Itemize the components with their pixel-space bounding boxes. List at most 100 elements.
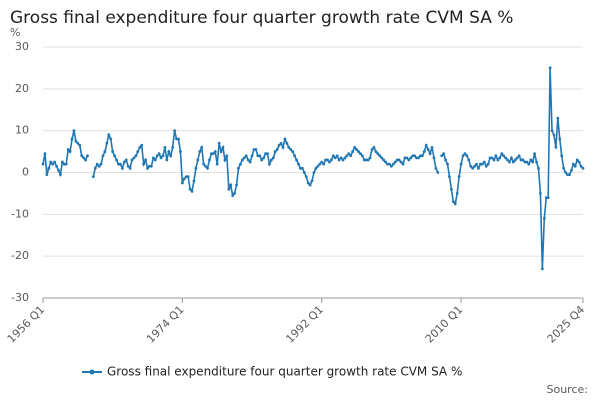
data-point: [308, 183, 312, 187]
x-tick-label: 1974 Q1: [144, 303, 187, 346]
data-point: [420, 154, 424, 158]
data-point: [552, 133, 556, 137]
data-point: [459, 162, 463, 166]
data-point: [316, 164, 320, 168]
data-point: [453, 202, 457, 206]
data-point: [126, 164, 130, 168]
data-point: [295, 158, 298, 162]
data-point: [415, 156, 418, 160]
data-point: [57, 169, 60, 172]
data-point: [546, 196, 550, 200]
data-point: [461, 154, 465, 158]
data-point: [252, 148, 256, 151]
data-point: [186, 175, 190, 179]
data-point: [105, 141, 109, 145]
data-point: [314, 166, 318, 170]
data-point: [395, 158, 399, 162]
data-point: [86, 154, 89, 158]
data-point: [329, 158, 333, 162]
data-point: [498, 156, 502, 160]
data-point: [562, 166, 566, 170]
data-point: [424, 143, 428, 147]
data-point: [407, 158, 411, 162]
x-tick-label: 2010 Q1: [423, 303, 466, 346]
data-point: [370, 148, 374, 151]
data-point: [260, 158, 264, 162]
data-point: [169, 154, 173, 158]
data-point: [496, 158, 500, 162]
y-tick-label: 20: [15, 82, 29, 95]
data-point: [564, 171, 567, 174]
data-point: [575, 158, 579, 162]
data-point: [537, 166, 540, 170]
data-point: [353, 146, 357, 149]
data-point: [529, 158, 533, 162]
data-point: [204, 164, 207, 168]
data-point: [302, 171, 306, 174]
data-point: [539, 192, 542, 195]
data-point: [107, 133, 111, 137]
data-point: [544, 196, 548, 200]
source: Source:: [547, 383, 589, 396]
data-point: [237, 166, 240, 170]
data-point: [475, 162, 478, 166]
data-point: [339, 156, 343, 160]
data-point: [473, 164, 477, 168]
data-point: [51, 162, 55, 166]
data-point: [130, 158, 134, 162]
data-point: [337, 158, 341, 162]
data-point: [389, 164, 393, 168]
data-point: [113, 154, 117, 158]
data-point: [80, 154, 84, 158]
data-point: [511, 160, 515, 164]
data-point: [451, 200, 455, 204]
data-point: [209, 152, 213, 156]
data-point: [179, 150, 182, 153]
data-point: [268, 162, 271, 166]
data-point: [554, 146, 558, 149]
data-point: [151, 156, 155, 160]
data-point: [359, 152, 362, 156]
data-point: [299, 166, 302, 170]
data-point: [393, 160, 397, 164]
data-point: [436, 171, 440, 174]
data-point: [533, 152, 537, 156]
data-point: [413, 154, 417, 158]
data-point: [519, 158, 523, 162]
data-point: [446, 162, 449, 166]
data-point: [417, 156, 420, 160]
data-point: [76, 141, 80, 145]
data-point: [165, 158, 169, 162]
data-point: [227, 187, 231, 191]
data-point: [500, 152, 504, 156]
data-point: [357, 150, 360, 153]
data-point: [351, 150, 355, 153]
data-point: [279, 141, 283, 145]
data-point: [167, 150, 171, 153]
data-point: [206, 166, 209, 170]
data-point: [527, 162, 531, 166]
data-point: [196, 158, 200, 162]
data-point: [577, 160, 581, 164]
data-point: [281, 146, 285, 149]
data-point: [271, 156, 275, 160]
data-point: [258, 154, 262, 158]
data-point: [47, 166, 51, 170]
data-point: [188, 187, 192, 191]
data-point: [471, 166, 475, 170]
data-point: [142, 162, 146, 166]
data-point: [275, 148, 279, 151]
data-point: [144, 158, 147, 162]
data-point: [540, 267, 544, 271]
data-point: [380, 156, 384, 160]
data-point: [60, 160, 64, 164]
data-point: [328, 160, 331, 164]
data-point: [306, 181, 310, 185]
data-point: [173, 129, 177, 133]
data-point: [568, 173, 571, 176]
data-point: [235, 183, 238, 187]
data-point: [229, 183, 233, 187]
data-point: [45, 173, 49, 176]
data-point: [542, 217, 546, 220]
data-point: [480, 162, 484, 166]
